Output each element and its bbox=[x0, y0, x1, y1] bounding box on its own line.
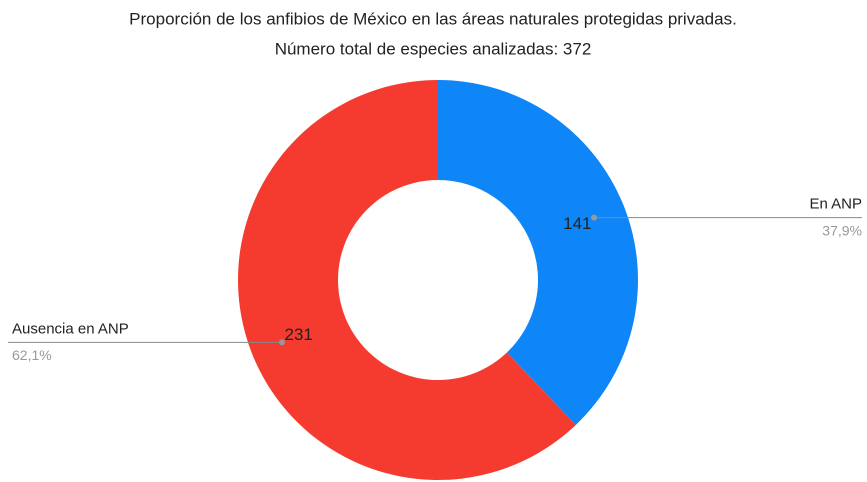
percentage-label: 37,9% bbox=[822, 222, 862, 238]
value-label: 231 bbox=[285, 325, 313, 344]
category-label: Ausencia en ANP bbox=[12, 320, 129, 337]
leader-dot bbox=[278, 339, 285, 346]
leader-dot bbox=[591, 214, 598, 221]
category-label: En ANP bbox=[809, 196, 862, 213]
percentage-label: 62,1% bbox=[12, 347, 52, 363]
chart-title: Proporción de los anfibios de México en … bbox=[129, 9, 737, 28]
donut-slice bbox=[438, 80, 638, 425]
value-label: 141 bbox=[563, 214, 591, 233]
donut-slice bbox=[238, 80, 576, 480]
chart-subtitle: Número total de especies analizadas: 372 bbox=[275, 39, 592, 58]
